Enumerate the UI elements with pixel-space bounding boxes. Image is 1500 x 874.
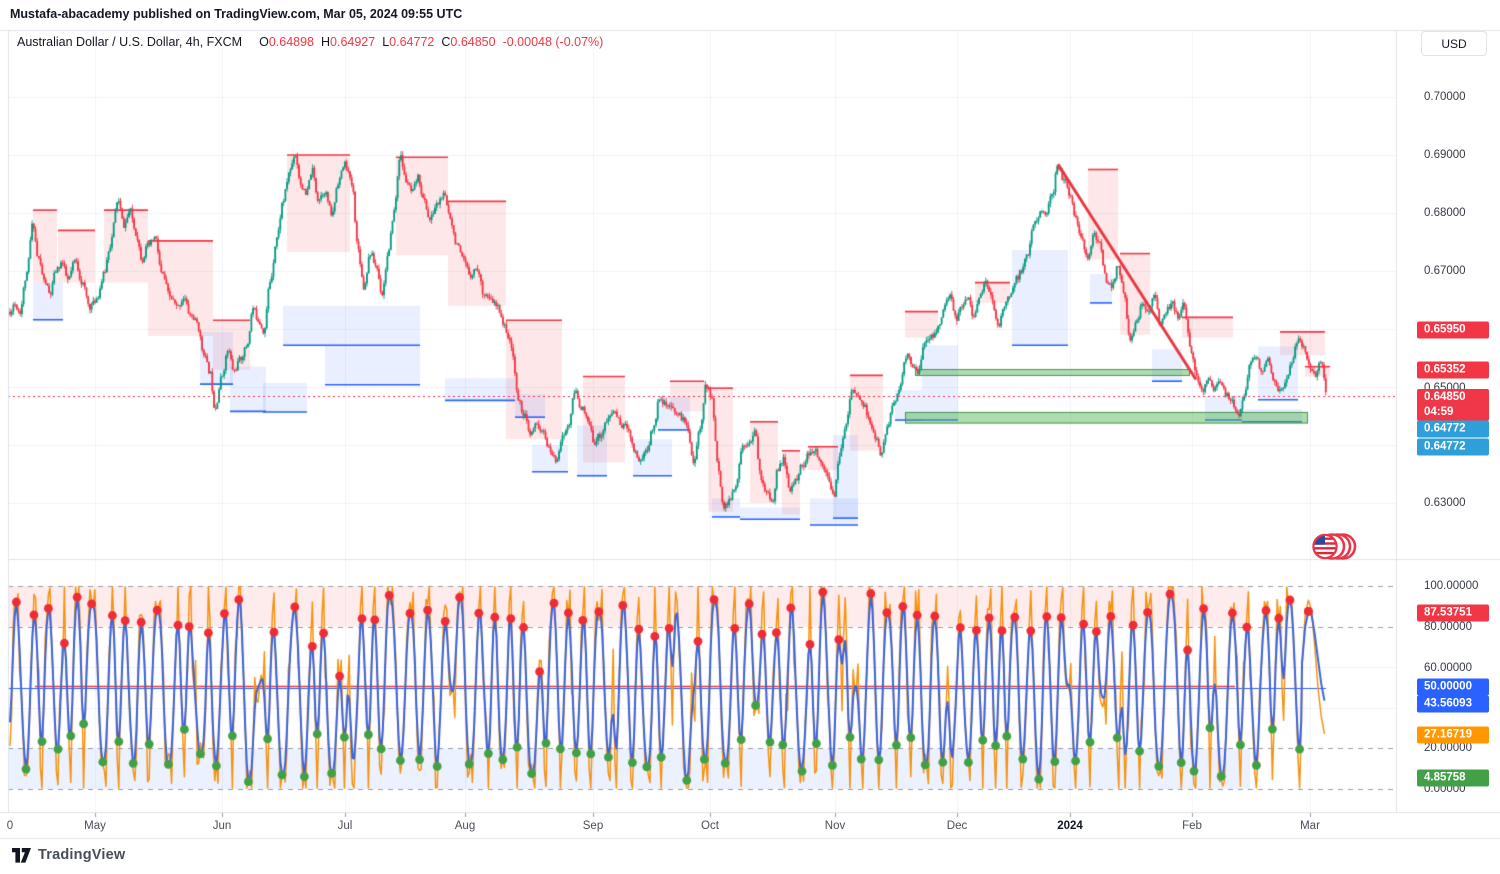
time-axis-label: Jun xyxy=(212,820,232,832)
time-axis-label: Jul xyxy=(337,820,353,832)
price-axis-label: 0.68000 xyxy=(1424,207,1466,219)
time-axis-label: 2024 xyxy=(1057,820,1083,832)
price-badge: 87.53751 xyxy=(1417,604,1489,622)
low-label: L xyxy=(382,35,390,49)
price-badge: 4.85758 xyxy=(1417,769,1489,787)
symbol-legend: Australian Dollar / U.S. Dollar, 4h, FXC… xyxy=(17,35,603,49)
time-axis-label: Mar xyxy=(1300,820,1320,832)
time-axis-label: Feb xyxy=(1182,820,1202,832)
high-label: H xyxy=(321,35,331,49)
change-value: -0.00048 (-0.07%) xyxy=(502,35,604,49)
price-axis-label: 80.00000 xyxy=(1424,621,1472,633)
time-axis-label: Sep xyxy=(582,820,604,832)
time-axis-label: May xyxy=(84,820,106,832)
price-axis-label: 100.00000 xyxy=(1424,580,1479,592)
price-axis-label: 0.70000 xyxy=(1424,91,1466,103)
time-axis-label: Dec xyxy=(946,820,968,832)
close-label: C xyxy=(441,35,451,49)
currency-button[interactable]: USD xyxy=(1421,31,1487,56)
price-badge: 27.16719 xyxy=(1417,726,1489,744)
high-value: 0.64927 xyxy=(330,35,376,49)
price-axis-label: 60.00000 xyxy=(1424,662,1472,674)
open-value: 0.64898 xyxy=(268,35,314,49)
close-value: 0.64850 xyxy=(450,35,496,49)
price-badge: 0.64850 04:59 xyxy=(1417,389,1489,421)
price-badge: 0.64772 xyxy=(1417,438,1489,456)
tradingview-logo-icon xyxy=(12,847,31,863)
price-badge: 0.64772 xyxy=(1417,420,1489,438)
time-axis-label: Aug xyxy=(454,820,476,832)
price-axis-label: 20.00000 xyxy=(1424,742,1472,754)
time-axis-label: Oct xyxy=(701,820,719,832)
price-badge: 50.00000 xyxy=(1417,678,1489,696)
price-badge: 0.65950 xyxy=(1417,321,1489,339)
time-axis-label: 0 xyxy=(6,820,14,832)
tradingview-brand: TradingView xyxy=(38,847,126,863)
low-value: 0.64772 xyxy=(389,35,435,49)
price-axis-label: 0.63000 xyxy=(1424,497,1466,509)
tradingview-footer[interactable]: TradingView xyxy=(12,847,125,863)
us-flag-marker-icon[interactable] xyxy=(1311,532,1357,562)
price-axis-label: 0.67000 xyxy=(1424,265,1466,277)
time-axis-label: Nov xyxy=(824,820,846,832)
price-badge: 43.56093 xyxy=(1417,695,1489,713)
price-badge: 0.65352 xyxy=(1417,361,1489,379)
open-label: O xyxy=(259,35,269,49)
symbol-title[interactable]: Australian Dollar / U.S. Dollar, 4h, FXC… xyxy=(17,35,243,49)
price-axis-label: 0.69000 xyxy=(1424,149,1466,161)
